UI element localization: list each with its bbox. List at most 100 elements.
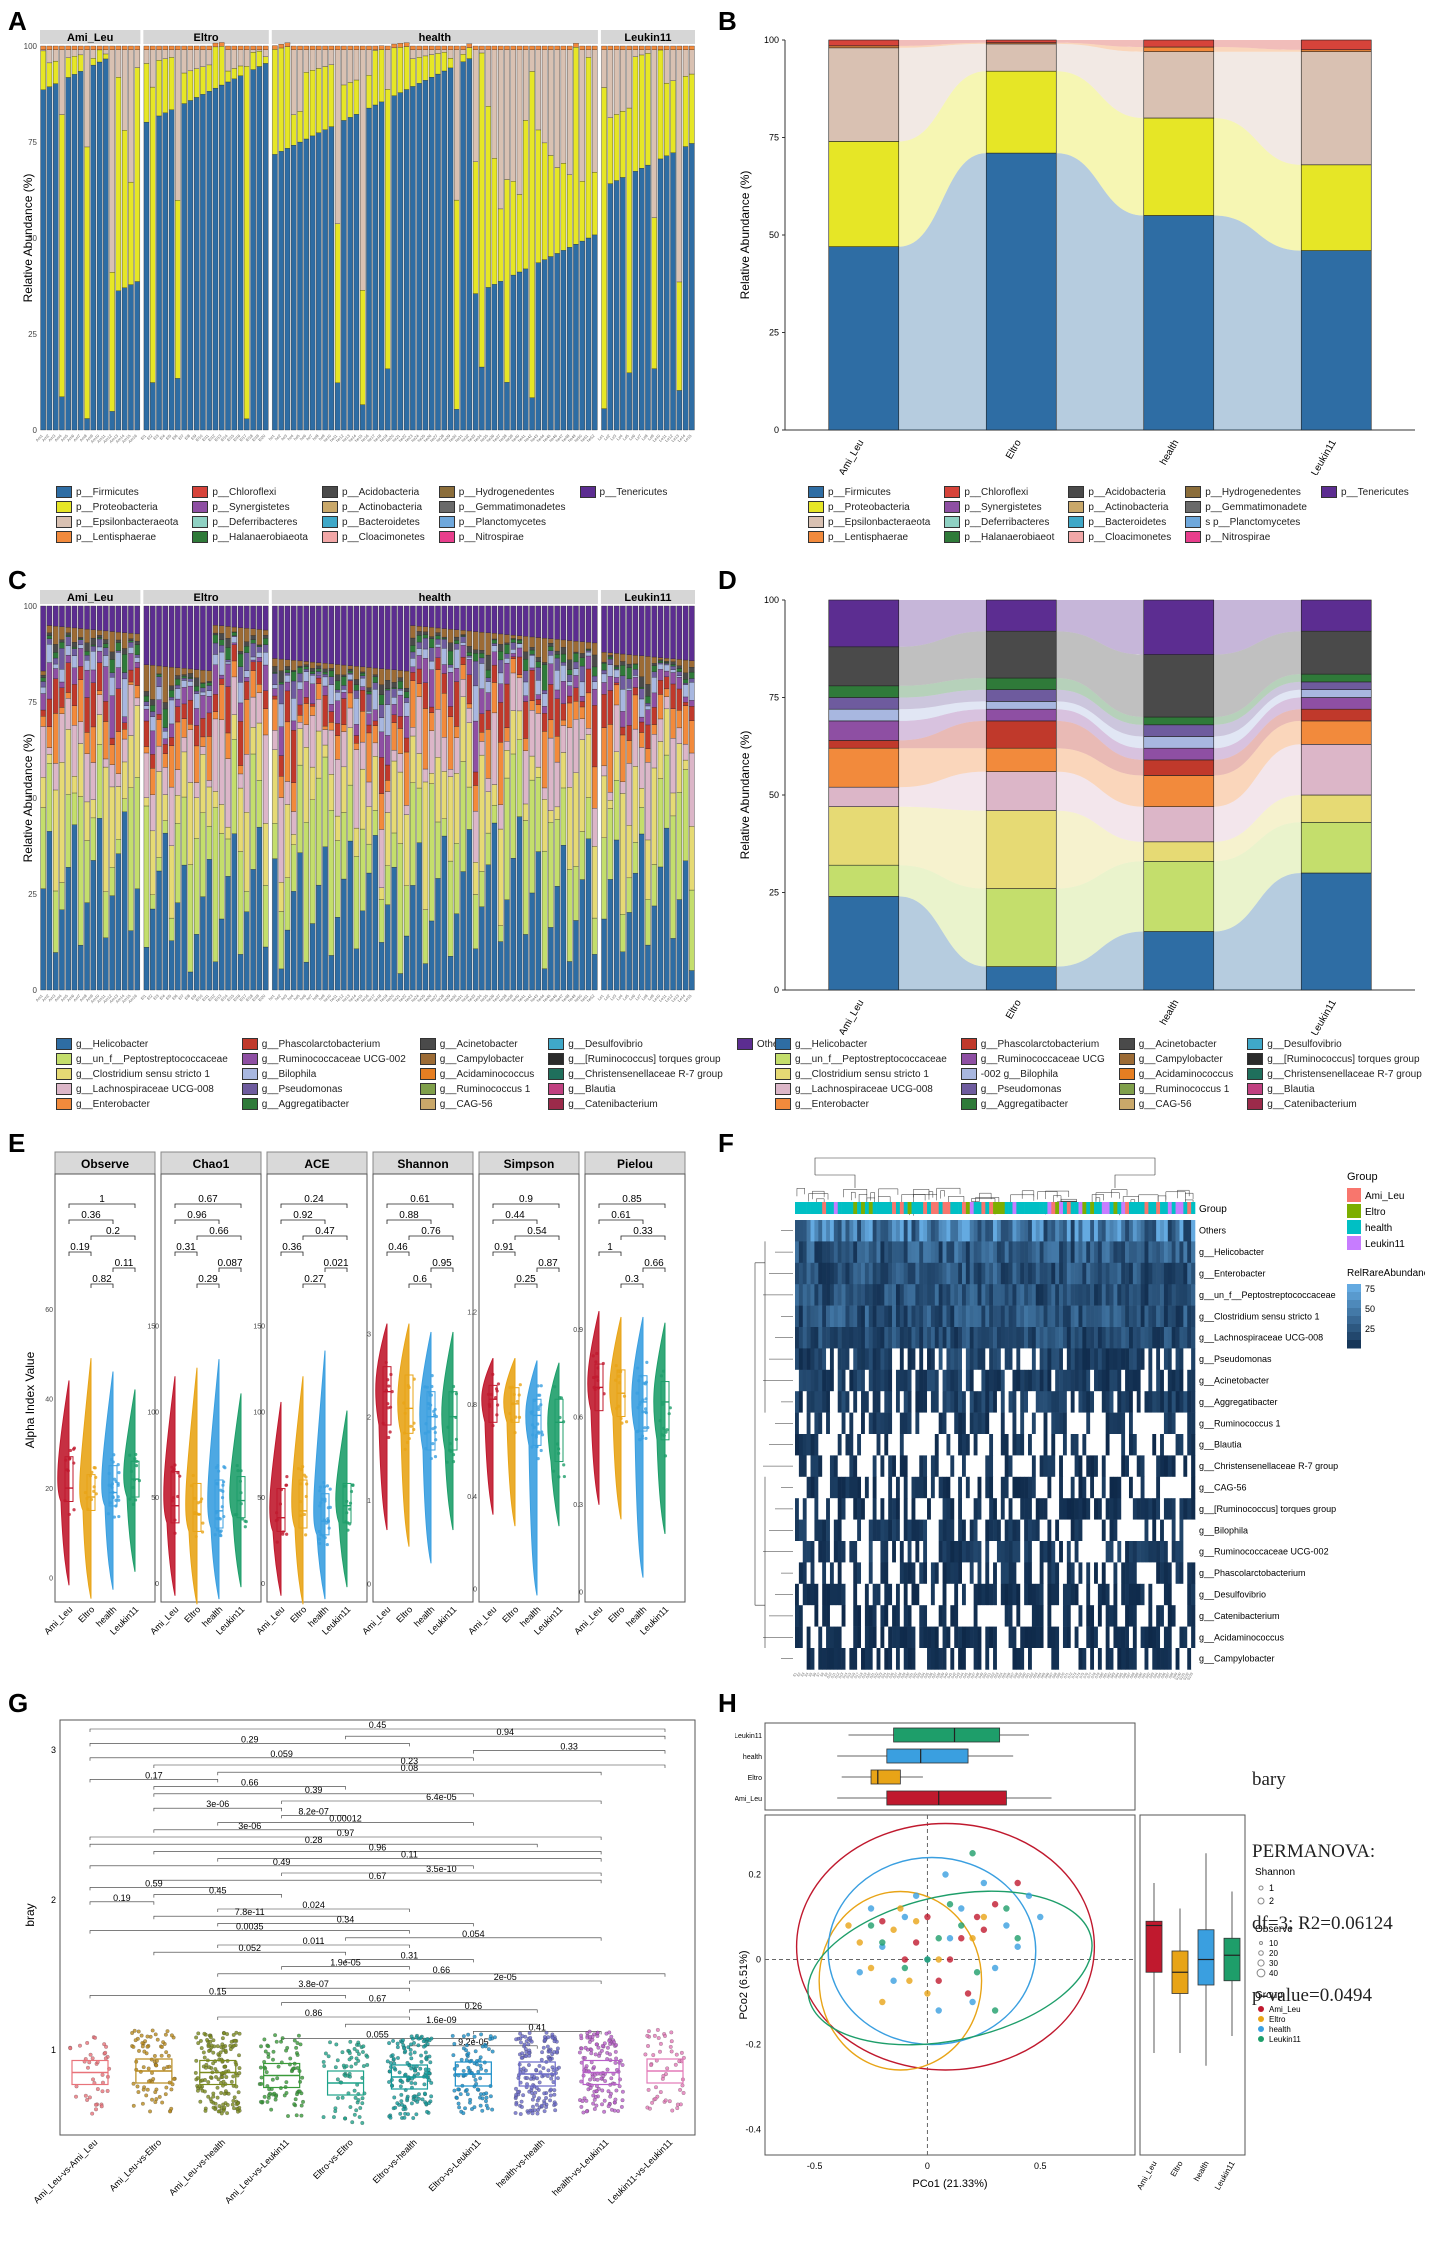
heatmap-cell [919,1369,924,1392]
heatmap-cell [1062,1562,1068,1585]
heatmap-cell [1031,1369,1037,1392]
heatmap-cell [845,1562,850,1585]
heatmap-cell [837,1519,842,1542]
legend-label: g__Christensenellaceae R-7 group [568,1068,723,1080]
heatmap-cell [946,1476,951,1499]
bar-segment [291,49,297,115]
bar-segment [109,411,115,431]
bar-segment [639,686,645,689]
data-point [509,1418,514,1422]
bar-segment [607,690,614,725]
heatmap-cell [1012,1434,1017,1456]
group-annotation-cell [938,1202,943,1214]
data-point [450,1390,454,1394]
heatmap-cell [907,1391,912,1413]
bar-segment [250,659,256,663]
significance-bracket [302,1235,348,1240]
bar-segment [175,667,181,676]
heatmap-cell [985,1412,990,1435]
bar-segment [237,666,244,683]
heatmap-cell [837,1327,842,1349]
bar-segment [985,720,1057,749]
bar-segment [52,668,59,679]
bar-segment [670,664,676,667]
flow-band [898,71,987,247]
legend-swatch [1185,501,1202,513]
data-point [412,1427,416,1432]
heatmap-cell [826,1305,831,1328]
bar-segment [65,698,71,730]
data-point [278,1502,283,1506]
bar-segment [322,605,328,664]
bar-segment [613,780,620,841]
bar-segment [162,605,168,667]
heatmap-cell [1020,1562,1025,1585]
data-point [433,1407,437,1412]
data-point [596,1366,600,1370]
heatmap-cell [1125,1391,1130,1413]
heatmap-cell [841,1369,846,1392]
heatmap-cell [818,1220,823,1242]
bar-segment [347,605,353,666]
bar-segment [479,688,485,714]
genus-legend-item: g__Acinetobacter [1118,1038,1234,1050]
bar-segment [121,798,128,813]
heatmap-cell [868,1412,873,1435]
bar-segment [632,766,639,843]
heatmap-cell [814,1391,819,1413]
heatmap-cell [1051,1562,1056,1585]
x-tick-label: Am2 [41,993,51,1003]
heatmap-cell [969,1562,974,1585]
heatmap-cell [1136,1391,1141,1413]
x-tick-label: El11 [201,433,211,443]
heatmap-cell [1163,1412,1169,1435]
bar-segment [573,46,579,245]
heatmap-cell [864,1519,870,1542]
bar-segment [391,832,397,868]
heatmap-cell [1090,1327,1095,1349]
data-point [67,1512,71,1517]
heatmap-cell [1121,1262,1126,1285]
bar-segment [416,655,422,670]
bar-segment [200,718,206,738]
heatmap-cell [888,1327,893,1349]
bar-segment [175,684,181,689]
bar-segment [193,782,200,798]
x-tick-label: he20 [385,433,395,443]
bar-segment [1143,599,1215,655]
heatmap-cell [1175,1305,1180,1328]
flow-band [1056,40,1144,48]
heatmap-cell [861,1476,866,1499]
bar-segment [181,668,187,675]
legend-swatch [1068,516,1085,528]
bar-segment [272,688,278,697]
bar-segment [651,217,657,369]
data-point [117,1470,121,1475]
flow-band [1213,47,1302,52]
bar-segment [78,648,84,667]
bar-segment [322,695,328,727]
heatmap-cell [1187,1412,1192,1435]
group-annotation-cell [806,1202,811,1214]
significance-bracket [68,1219,114,1224]
heatmap-cell [985,1391,990,1413]
bar-segment [200,736,206,747]
heatmap-cell [888,1434,893,1456]
heatmap-cell [1132,1562,1138,1585]
bar-segment [639,732,645,748]
heatmap-cell [1121,1369,1126,1392]
data-point [635,1430,639,1434]
bar-segment [657,158,664,431]
heatmap-cell [899,1498,905,1520]
heatmap-cell [868,1220,873,1242]
x-tick-label: he41 [517,433,527,443]
bar-segment [378,717,385,733]
heatmap-cell [1000,1369,1006,1392]
x-tick-label: Eltro [1004,998,1024,1022]
data-point [94,1492,98,1496]
heatmap-cell [1117,1455,1122,1478]
data-point [390,1390,394,1394]
heatmap-cell [1183,1476,1188,1499]
bar-segment [297,689,303,706]
bar-segment [391,95,397,431]
